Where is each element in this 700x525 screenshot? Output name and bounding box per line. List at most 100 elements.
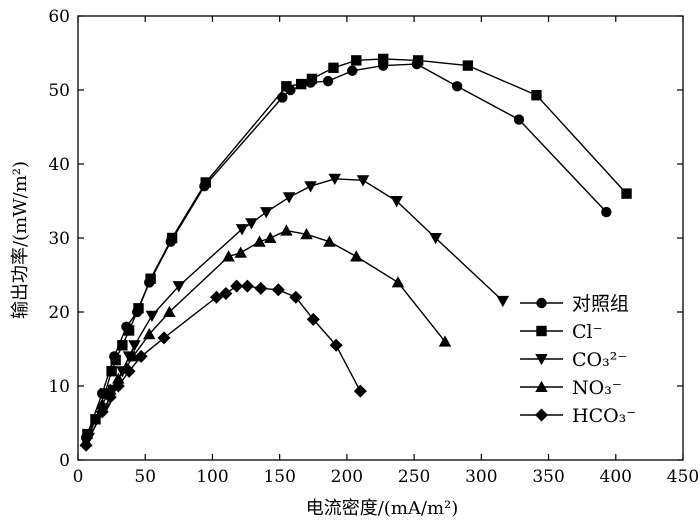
data-point [390, 196, 403, 208]
legend-entry: HCO₃⁻ [520, 405, 636, 427]
x-tick-label: 200 [331, 467, 363, 487]
data-point [347, 65, 358, 76]
data-point [230, 279, 244, 293]
x-tick-label: 300 [465, 467, 497, 487]
y-tick-label: 60 [48, 7, 70, 27]
data-point [133, 303, 144, 314]
data-point [289, 290, 303, 304]
legend-entry: Cl⁻ [520, 321, 603, 343]
data-point [254, 281, 268, 295]
x-axis-label: 电流密度/(mA/m²) [306, 498, 459, 519]
data-point [621, 188, 632, 199]
data-point [356, 175, 370, 187]
data-point [429, 233, 442, 245]
data-point [329, 338, 343, 352]
data-point [259, 207, 273, 219]
legend-marker [535, 380, 548, 392]
data-point [234, 246, 247, 258]
data-point [111, 379, 125, 393]
legend-marker [536, 325, 547, 337]
x-tick-label: 250 [398, 467, 430, 487]
data-point [281, 81, 292, 92]
legend-label: Cl⁻ [572, 321, 603, 343]
data-point [122, 364, 136, 378]
data-point [172, 281, 186, 293]
x-tick-label: 50 [134, 467, 156, 487]
data-point [145, 310, 159, 322]
data-point [353, 384, 367, 398]
data-point [271, 283, 285, 297]
data-point [219, 287, 233, 300]
data-point [240, 279, 254, 293]
data-point [95, 405, 109, 419]
data-point [513, 114, 525, 125]
data-point [350, 250, 363, 262]
x-tick-label: 150 [263, 467, 295, 487]
data-point [412, 55, 424, 66]
data-point [531, 89, 542, 101]
x-tick-label: 400 [600, 467, 632, 487]
data-point [280, 224, 293, 236]
data-point [391, 276, 405, 288]
data-point [143, 327, 156, 340]
data-point [306, 312, 320, 326]
data-point [209, 290, 223, 304]
legend-label: NO₃⁻ [572, 377, 622, 399]
data-point [157, 331, 171, 345]
legend-marker [535, 408, 548, 422]
x-tick-label: 350 [532, 467, 564, 487]
data-point [306, 73, 318, 85]
data-point [222, 250, 235, 262]
y-tick-label: 20 [48, 303, 70, 323]
data-point [110, 354, 121, 366]
data-point [451, 81, 463, 92]
legend-label: CO₃²⁻ [572, 349, 627, 371]
data-point [496, 295, 510, 308]
y-tick-label: 0 [59, 451, 70, 471]
data-point [253, 235, 266, 247]
data-point [245, 218, 258, 230]
data-point [282, 192, 296, 204]
data-point [166, 232, 178, 244]
data-point [200, 177, 211, 188]
data-point [295, 78, 307, 90]
data-point [323, 235, 336, 247]
data-point [438, 335, 452, 347]
legend-marker [536, 297, 547, 309]
data-point [277, 92, 288, 103]
series-layer [79, 53, 632, 452]
data-point [601, 206, 612, 218]
data-point [328, 62, 339, 73]
series-5 [79, 279, 367, 452]
data-point [304, 181, 317, 193]
series-line [88, 178, 504, 439]
axes: 0 50 100 150 200 250 300 350 400 450 0 10 20 30 40 50 60 [48, 7, 699, 487]
series-2 [82, 53, 632, 440]
data-point [126, 350, 140, 362]
series-line [86, 58, 628, 435]
y-tick-label: 40 [48, 155, 70, 175]
data-point [264, 231, 277, 243]
data-point [300, 228, 313, 240]
data-point [145, 273, 156, 284]
legend-entry: CO₃²⁻ [520, 349, 627, 371]
series-3 [82, 173, 510, 445]
data-point [117, 340, 128, 351]
data-point [351, 55, 362, 66]
y-axis-label: 输出功率/(mW/m²) [10, 161, 31, 319]
legend-entry: NO₃⁻ [520, 377, 622, 399]
series-4 [79, 224, 452, 447]
x-tick-label: 100 [196, 467, 228, 487]
data-point [322, 75, 334, 87]
y-tick-label: 50 [48, 81, 70, 101]
data-point [128, 340, 141, 352]
x-tick-label: 450 [667, 467, 699, 487]
legend-entry: 对照组 [520, 293, 629, 315]
data-point [377, 53, 389, 65]
y-tick-label: 30 [48, 229, 70, 249]
legend-label: HCO₃⁻ [572, 405, 636, 427]
y-tick-label: 10 [48, 377, 70, 397]
data-point [103, 390, 117, 404]
data-point [134, 349, 148, 363]
